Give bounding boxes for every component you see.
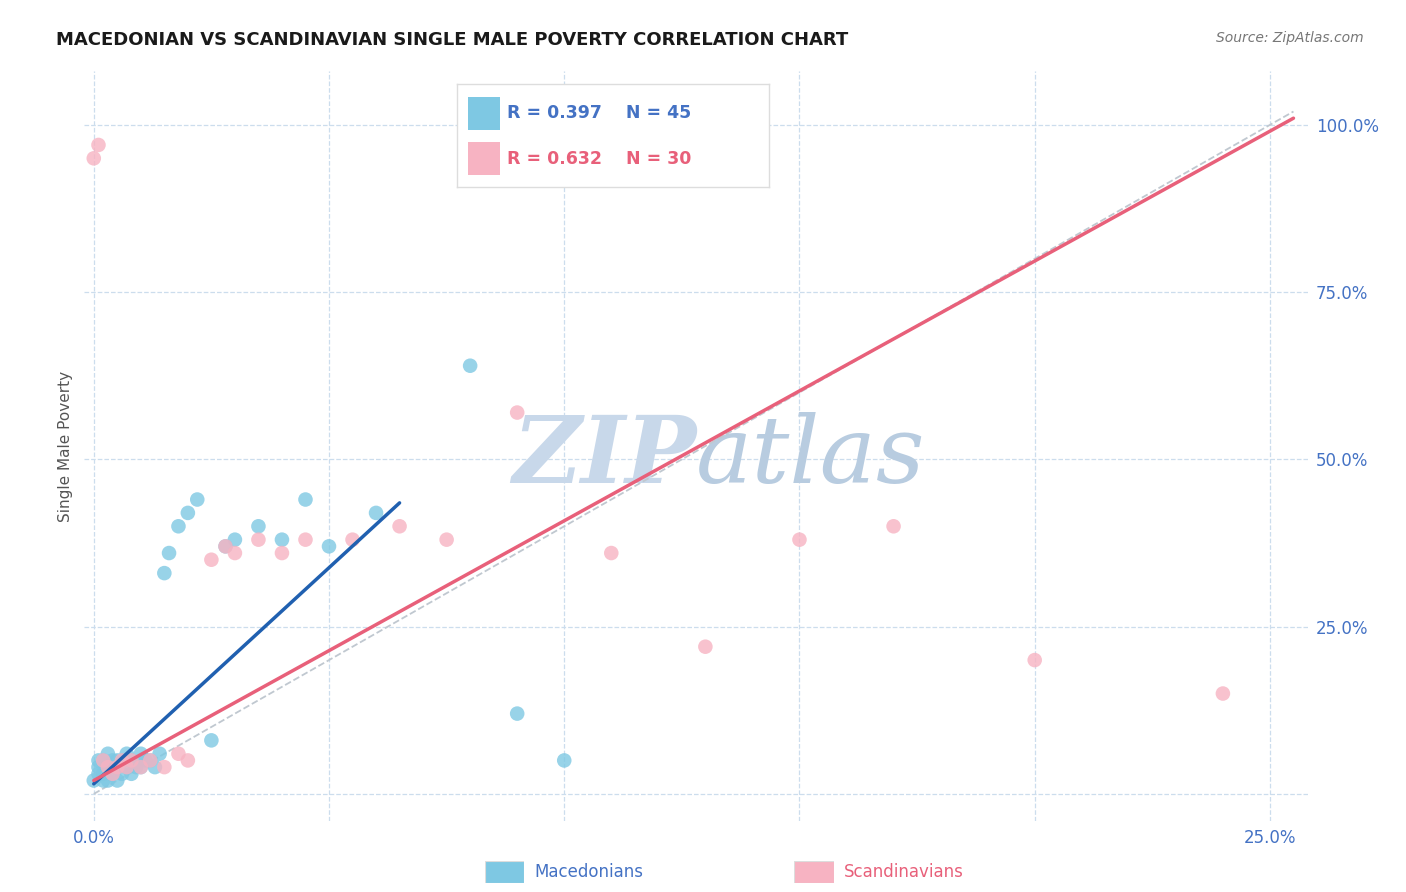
Point: [115, 760, 138, 774]
Text: ZIP: ZIP: [512, 412, 696, 502]
Text: atlas: atlas: [696, 412, 925, 502]
Point: [97, 773, 120, 788]
Point: [129, 760, 152, 774]
Point: [87, 767, 110, 781]
Point: [91, 773, 114, 788]
Point: [101, 760, 124, 774]
Point: [883, 519, 905, 533]
Point: [200, 733, 222, 747]
Point: [553, 753, 575, 767]
Point: [186, 492, 208, 507]
Point: [153, 760, 176, 774]
Point: [97, 760, 120, 774]
Point: [318, 539, 340, 553]
Text: MACEDONIAN VS SCANDINAVIAN SINGLE MALE POVERTY CORRELATION CHART: MACEDONIAN VS SCANDINAVIAN SINGLE MALE P…: [56, 31, 848, 49]
Point: [83, 152, 105, 166]
Point: [105, 760, 128, 774]
Point: [271, 546, 294, 560]
Point: [167, 519, 190, 533]
Point: [153, 566, 176, 581]
Y-axis label: Single Male Poverty: Single Male Poverty: [58, 370, 73, 522]
Point: [436, 533, 458, 547]
Point: [342, 533, 364, 547]
Text: Macedonians: Macedonians: [534, 863, 644, 881]
Point: [105, 760, 128, 774]
Point: [506, 406, 529, 420]
Point: [101, 767, 124, 781]
Point: [105, 773, 128, 788]
Point: [600, 546, 623, 560]
Point: [1212, 687, 1234, 701]
Point: [149, 747, 172, 761]
Point: [294, 533, 316, 547]
Point: [120, 767, 142, 781]
Point: [214, 539, 236, 553]
Point: [83, 773, 105, 788]
Point: [115, 747, 138, 761]
Point: [120, 753, 142, 767]
Point: [224, 546, 246, 560]
Point: [506, 706, 529, 721]
Point: [87, 753, 110, 767]
Point: [120, 753, 142, 767]
Point: [214, 539, 236, 553]
Point: [111, 767, 134, 781]
Point: [87, 138, 110, 153]
Point: [91, 753, 114, 767]
Text: Scandinavians: Scandinavians: [844, 863, 963, 881]
Point: [111, 753, 134, 767]
Text: Source: ZipAtlas.com: Source: ZipAtlas.com: [1216, 31, 1364, 45]
Point: [101, 767, 124, 781]
Point: [101, 753, 124, 767]
Point: [97, 760, 120, 774]
Point: [139, 753, 162, 767]
Point: [271, 533, 294, 547]
Point: [97, 747, 120, 761]
Point: [91, 767, 114, 781]
Point: [388, 519, 411, 533]
Point: [91, 753, 114, 767]
Point: [247, 519, 270, 533]
Point: [87, 760, 110, 774]
Point: [458, 359, 481, 373]
Point: [125, 760, 148, 774]
Point: [157, 546, 180, 560]
Point: [224, 533, 246, 547]
Point: [111, 753, 134, 767]
Point: [294, 492, 316, 507]
Point: [177, 506, 200, 520]
Point: [139, 753, 162, 767]
Point: [247, 533, 270, 547]
Point: [135, 753, 157, 767]
Point: [143, 760, 166, 774]
Point: [129, 760, 152, 774]
Point: [105, 753, 128, 767]
Point: [789, 533, 811, 547]
Point: [167, 747, 190, 761]
Point: [695, 640, 717, 654]
Point: [364, 506, 387, 520]
Point: [177, 753, 200, 767]
Point: [200, 553, 222, 567]
Point: [1024, 653, 1046, 667]
Point: [129, 747, 152, 761]
Point: [115, 760, 138, 774]
